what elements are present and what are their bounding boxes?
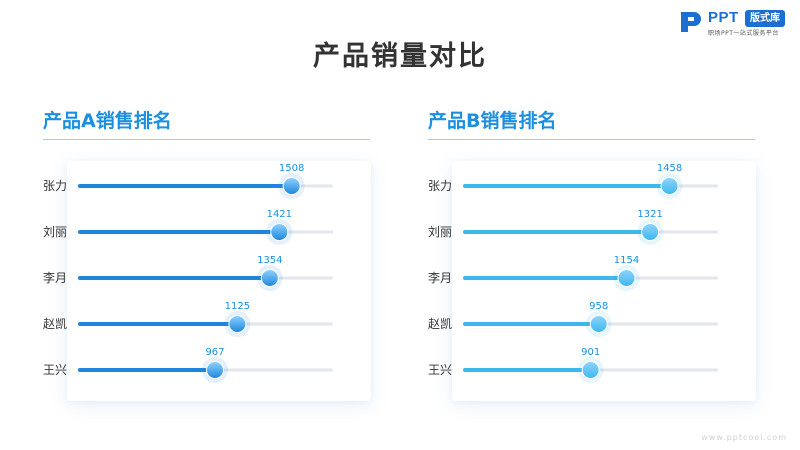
bar-knob — [228, 315, 247, 333]
bar-knob — [641, 223, 660, 241]
watermark: www.pptcool.com — [701, 433, 787, 442]
chart-panel-b: 产品B销售排名 张力 1458 刘丽 1321 李月 1154 赵凯 958 王兴 901 — [428, 103, 756, 403]
bar — [463, 368, 591, 372]
data-label: 1125 — [225, 301, 250, 312]
logo-tagline: 职场PPT一站式服务平台 — [708, 30, 779, 37]
category-label: 刘丽 — [43, 225, 67, 239]
bar-knob — [617, 269, 636, 287]
title-divider-a — [43, 139, 370, 140]
category-label: 李月 — [43, 270, 67, 285]
bar — [463, 230, 651, 234]
chart-card-a — [67, 161, 371, 401]
page-title: 产品销量对比 — [313, 41, 487, 72]
bar — [78, 184, 292, 188]
chart-title-b: 产品B销售排名 — [428, 110, 557, 132]
data-label: 1321 — [637, 209, 662, 220]
bar — [78, 368, 215, 372]
bar-knob — [205, 361, 224, 379]
bar-knob — [282, 177, 301, 195]
data-label: 1154 — [614, 255, 639, 266]
bar-knob — [581, 361, 600, 379]
chart-panel-a: 产品A销售排名 张力 1508 刘丽 1421 李月 1354 赵凯 1125 王兴 967 — [43, 103, 371, 403]
data-label: 1354 — [257, 255, 282, 266]
bar-knob — [260, 269, 279, 287]
bar-chart-b: 张力 1458 刘丽 1321 李月 1154 赵凯 958 王兴 901 — [428, 163, 718, 383]
data-label: 1421 — [267, 209, 292, 220]
bar — [78, 322, 238, 326]
data-label: 1458 — [657, 163, 682, 174]
title-divider-b — [428, 139, 755, 140]
category-label: 刘丽 — [428, 225, 452, 239]
category-label: 李月 — [428, 270, 452, 285]
category-label: 王兴 — [428, 363, 452, 377]
data-label: 958 — [589, 301, 608, 312]
data-label: 967 — [205, 347, 224, 358]
bar — [78, 230, 280, 234]
bar — [463, 184, 670, 188]
bar — [463, 322, 599, 326]
logo-badge: 版式库 — [745, 10, 785, 27]
bar-knob — [270, 223, 289, 241]
category-label: 张力 — [43, 179, 67, 193]
bar-knob — [660, 177, 679, 195]
bar-chart-a: 张力 1508 刘丽 1421 李月 1354 赵凯 1125 王兴 967 — [43, 163, 333, 383]
bar-knob — [589, 315, 608, 333]
bar — [463, 276, 627, 280]
category-label: 张力 — [428, 179, 452, 193]
category-label: 王兴 — [43, 363, 67, 377]
chart-card-b — [452, 161, 756, 401]
logo-brand-text: PPT — [708, 9, 739, 26]
category-label: 赵凯 — [428, 317, 452, 331]
data-label: 901 — [581, 347, 600, 358]
chart-title-a: 产品A销售排名 — [43, 110, 172, 132]
bar — [78, 276, 270, 280]
logo-mark-icon — [681, 12, 701, 32]
brand-logo: PPT 版式库 职场PPT一站式服务平台 — [679, 8, 797, 38]
data-label: 1508 — [279, 163, 304, 174]
category-label: 赵凯 — [43, 317, 67, 331]
